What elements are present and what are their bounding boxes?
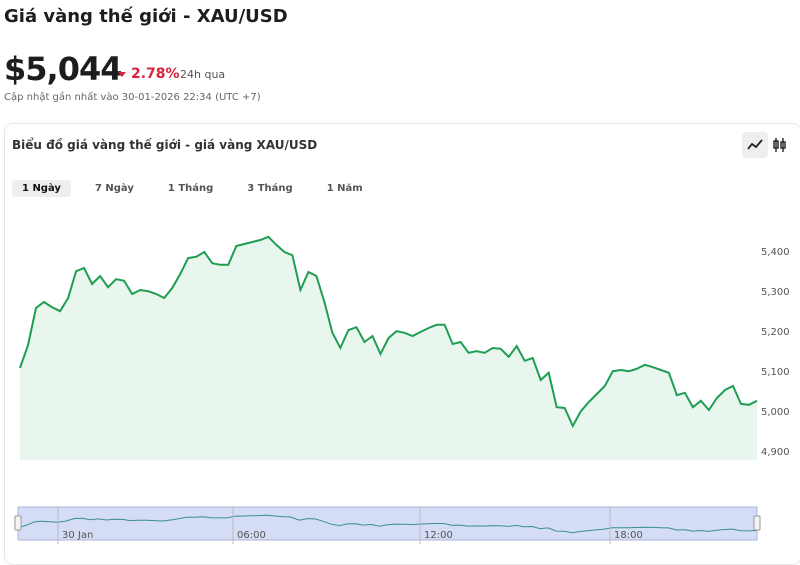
line-icon bbox=[747, 139, 763, 150]
y-tick-label: 5,200 bbox=[761, 327, 790, 338]
y-tick-label: 5,400 bbox=[761, 247, 790, 258]
range-tab[interactable]: 1 Năm bbox=[326, 183, 363, 194]
y-tick-label: 5,300 bbox=[761, 287, 790, 298]
navigator-handle bbox=[753, 515, 761, 531]
navigator-label: 30 Jan bbox=[62, 530, 93, 541]
y-tick-label: 4,900 bbox=[761, 447, 790, 458]
price: $5,044 bbox=[4, 50, 122, 88]
navigator-line bbox=[17, 514, 758, 534]
candle-chart-button[interactable] bbox=[773, 138, 786, 152]
navigator-label: 18:00 bbox=[614, 530, 643, 541]
navigator-handle bbox=[14, 515, 22, 531]
area bbox=[20, 236, 757, 460]
updated-time: Cập nhật gần nhất vào 30-01-2026 22:34 (… bbox=[4, 92, 261, 103]
chart-type-toggle bbox=[742, 132, 786, 158]
range-tab[interactable]: 7 Ngày bbox=[94, 183, 134, 194]
navigator-label: 12:00 bbox=[424, 530, 453, 541]
navigator-window bbox=[17, 506, 758, 541]
navigator-label: 06:00 bbox=[237, 530, 266, 541]
y-tick-label: 5,100 bbox=[761, 367, 790, 378]
page: Giá vàng thế giới - XAU/USD $5,044 2.78%… bbox=[0, 0, 800, 551]
line-chart-button[interactable] bbox=[742, 132, 768, 158]
y-tick-label: 5,000 bbox=[761, 407, 790, 418]
range-tab[interactable]: 3 Tháng bbox=[247, 183, 293, 194]
page-title: Giá vàng thế giới - XAU/USD bbox=[4, 6, 288, 27]
range-tab[interactable]: 1 Ngày bbox=[12, 180, 71, 197]
change-period: 24h qua bbox=[180, 68, 226, 81]
range-tab[interactable]: 1 Tháng bbox=[167, 183, 214, 194]
price-line bbox=[19, 235, 758, 429]
chart-title: Biểu đồ giá vàng thế giới - giá vàng XAU… bbox=[12, 138, 318, 152]
chart: 4,900 5,000 5,100 5,200 5,300 5,400 30 Jan 06:0… bbox=[14, 235, 790, 544]
range-tabs: 1 Ngày 7 Ngày 1 Tháng 3 Tháng 1 Năm bbox=[12, 180, 383, 197]
price-change: 2.78% bbox=[118, 66, 180, 82]
